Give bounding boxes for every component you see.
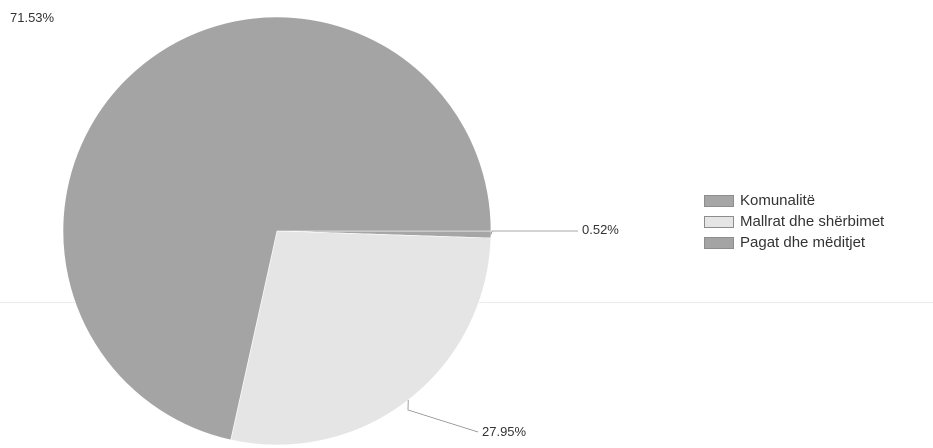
slice-label-0: 0.52% xyxy=(582,222,619,237)
leader-lines xyxy=(407,230,578,433)
legend-label-komunalite: Komunalitë xyxy=(740,192,816,209)
pie-slices xyxy=(62,16,492,446)
pie-slice-1[interactable] xyxy=(230,230,492,446)
leader-line-1 xyxy=(407,400,479,433)
leader-line-0 xyxy=(490,230,578,235)
legend-label-mallrat: Mallrat dhe shërbimet xyxy=(740,213,885,230)
legend-swatch-pagat xyxy=(704,236,734,249)
pie-slice-2[interactable] xyxy=(62,16,492,441)
legend-item-pagat[interactable]: Pagat dhe mëditjet xyxy=(704,232,884,253)
legend-label-pagat: Pagat dhe mëditjet xyxy=(740,234,866,251)
legend: Komunalitë Mallrat dhe shërbimet Pagat d… xyxy=(704,190,884,253)
legend-item-komunalite[interactable]: Komunalitë xyxy=(704,190,884,211)
slice-labels: 0.52% 27.95% 71.53% xyxy=(10,10,619,439)
legend-item-mallrat[interactable]: Mallrat dhe shërbimet xyxy=(704,211,884,232)
legend-swatch-komunalite xyxy=(704,194,734,207)
slice-label-2: 71.53% xyxy=(10,10,55,25)
slice-label-1: 27.95% xyxy=(482,424,527,439)
legend-swatch-mallrat xyxy=(704,215,734,228)
